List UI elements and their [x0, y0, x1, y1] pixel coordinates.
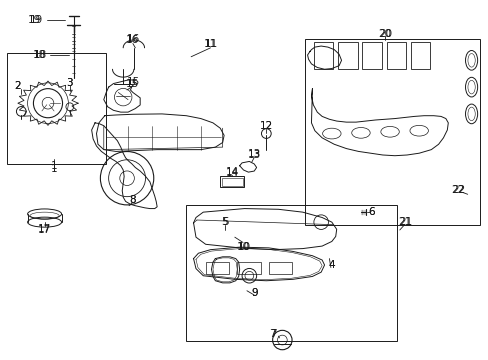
- Text: 1: 1: [51, 161, 58, 171]
- Text: 21: 21: [397, 217, 410, 227]
- Text: 6: 6: [367, 207, 374, 217]
- Text: 16: 16: [126, 35, 139, 45]
- Text: 15: 15: [127, 77, 140, 87]
- Text: 12: 12: [259, 121, 272, 131]
- Text: 16: 16: [127, 34, 140, 44]
- Text: 15: 15: [126, 78, 139, 89]
- Text: 2: 2: [14, 81, 20, 91]
- Text: 9: 9: [250, 288, 257, 297]
- Text: 19: 19: [28, 15, 41, 25]
- Text: 1: 1: [51, 163, 58, 174]
- Text: 19: 19: [30, 15, 43, 25]
- Text: 4: 4: [328, 260, 334, 270]
- Text: 22: 22: [450, 185, 464, 195]
- Text: 14: 14: [225, 168, 239, 178]
- Text: 21: 21: [398, 217, 411, 227]
- Bar: [220, 176, 244, 187]
- Text: 6: 6: [367, 207, 374, 217]
- Text: 11: 11: [203, 39, 217, 49]
- Text: 4: 4: [328, 260, 334, 270]
- Text: 10: 10: [236, 242, 249, 252]
- Text: 8: 8: [129, 195, 136, 204]
- Bar: [222, 178, 242, 186]
- Text: 11: 11: [204, 39, 218, 49]
- Text: 3: 3: [66, 78, 73, 88]
- Text: 7: 7: [269, 329, 275, 339]
- Bar: [268, 262, 291, 274]
- Text: 5: 5: [222, 217, 228, 227]
- Text: 12: 12: [259, 121, 272, 131]
- Text: 5: 5: [221, 217, 227, 227]
- Bar: [410, 42, 429, 69]
- Text: 7: 7: [270, 329, 276, 339]
- Text: 13: 13: [247, 149, 260, 159]
- Text: 20: 20: [379, 28, 392, 39]
- Text: 10: 10: [238, 242, 250, 252]
- Text: 2: 2: [15, 81, 21, 91]
- Bar: [305, 39, 479, 225]
- Bar: [205, 262, 228, 274]
- Text: 14: 14: [225, 167, 239, 177]
- Bar: [186, 205, 397, 341]
- Text: 3: 3: [66, 78, 73, 88]
- Bar: [362, 42, 381, 69]
- Bar: [386, 42, 405, 69]
- Text: 18: 18: [34, 50, 47, 60]
- Text: 20: 20: [378, 28, 391, 39]
- Bar: [313, 42, 333, 69]
- Text: 13: 13: [247, 150, 260, 160]
- Bar: [237, 262, 260, 274]
- Text: 17: 17: [38, 225, 51, 235]
- Text: 17: 17: [38, 224, 51, 234]
- Bar: [338, 42, 357, 69]
- Text: 9: 9: [250, 288, 257, 297]
- Text: 18: 18: [33, 50, 46, 60]
- Text: 8: 8: [129, 195, 136, 204]
- Text: 22: 22: [451, 185, 465, 195]
- Bar: [7, 53, 106, 164]
